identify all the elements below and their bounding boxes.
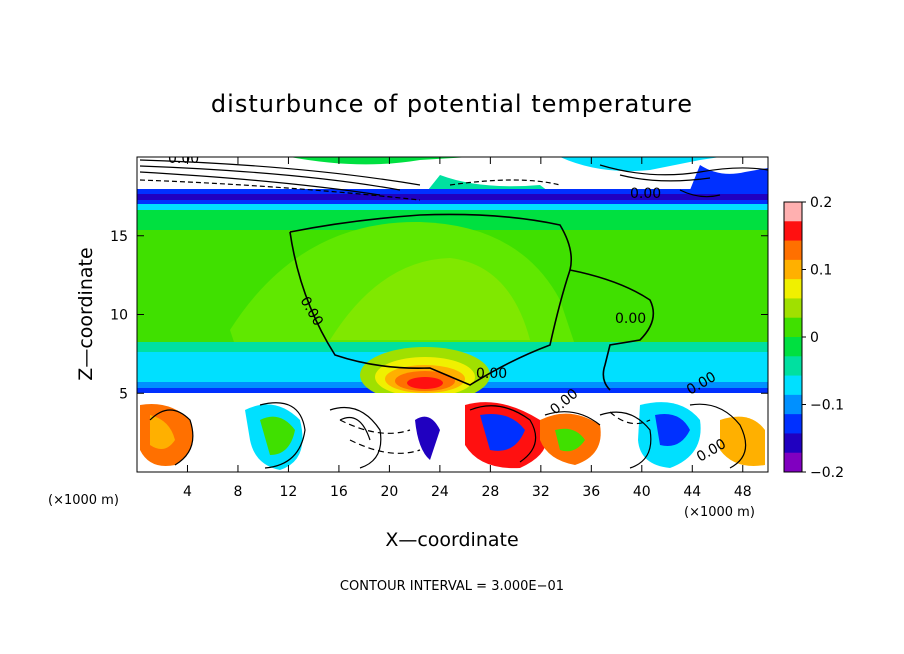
- colorbar-swatch: [784, 356, 802, 377]
- colorbar-swatch: [784, 202, 802, 222]
- contour-interval-note: CONTOUR INTERVAL = 3.000E−01: [340, 579, 564, 594]
- contour-label: 0.00: [630, 186, 661, 202]
- top-color-patch: [290, 157, 470, 165]
- upper-transition-band: [137, 204, 768, 210]
- colorbar-tick-label: 0: [810, 330, 819, 346]
- plot-area: 0.00 0.00 0.00 0.00 0.00 0.00 0.00 0.00: [137, 151, 768, 472]
- x-tick-label: 16: [330, 484, 348, 500]
- zero-contour: [289, 213, 655, 391]
- x-tick-label: 32: [532, 484, 550, 500]
- colorbar-swatch: [784, 279, 802, 299]
- zero-contour: [289, 231, 571, 386]
- x-tick-label: 12: [280, 484, 298, 500]
- x-tick-label: 4: [183, 484, 192, 500]
- x-tick-label: 48: [734, 484, 752, 500]
- colorbar-tick-label: −0.1: [810, 398, 844, 414]
- colorbar-swatch: [784, 394, 802, 415]
- x-axis: 4 8 12 16 20 24 28 32 36 40 44 48: [183, 157, 752, 500]
- colorbar-tick-label: 0.2: [810, 195, 832, 211]
- colorbar-swatch: [784, 221, 802, 242]
- y-tick-label: 5: [119, 386, 128, 402]
- contour-label: 0.00: [476, 366, 507, 382]
- x-tick-label: 36: [582, 484, 600, 500]
- colorbar-swatch: [784, 452, 802, 473]
- y-axis-label: Z—coordinate: [75, 247, 97, 380]
- bottom-contours: [149, 402, 747, 469]
- contour-label: 0.00: [615, 311, 646, 327]
- chart-title: disturbunce of potential temperature: [211, 90, 693, 118]
- colorbar-swatch: [784, 240, 802, 261]
- colorbar-swatch: [784, 433, 802, 454]
- top-color-patch: [560, 157, 720, 172]
- x-tick-label: 40: [633, 484, 651, 500]
- x-tick-label: 8: [233, 484, 242, 500]
- colorbar-swatch: [784, 337, 802, 357]
- colorbar-swatch: [784, 317, 802, 338]
- colorbar-swatch: [784, 414, 802, 434]
- contour-label: 0.00: [168, 151, 199, 167]
- top-color-patch: [690, 165, 768, 190]
- x-axis-unit-right: (×1000 m): [684, 505, 755, 520]
- y-axis: 5 10 15: [110, 229, 768, 402]
- x-tick-label: 44: [683, 484, 701, 500]
- colorbar: 0.2 0.1 0 −0.1 −0.2: [783, 195, 844, 481]
- x-tick-label: 24: [431, 484, 449, 500]
- top-dashed-contours: [139, 179, 561, 201]
- colorbar-tick-label: −0.2: [810, 465, 844, 481]
- x-tick-label: 28: [481, 484, 499, 500]
- colorbar-swatch: [784, 259, 802, 280]
- dashed-contours: [339, 411, 651, 454]
- colorbar-swatch: [784, 375, 802, 396]
- colorbar-tick-label: 0.1: [810, 263, 832, 279]
- x-axis-label: X—coordinate: [385, 529, 518, 551]
- colorbar-swatch: [784, 298, 802, 319]
- y-tick-label: 10: [110, 308, 128, 324]
- x-tick-label: 20: [380, 484, 398, 500]
- x-axis-unit-left: (×1000 m): [48, 493, 119, 508]
- y-tick-label: 15: [110, 229, 128, 245]
- top-contours: [139, 159, 768, 198]
